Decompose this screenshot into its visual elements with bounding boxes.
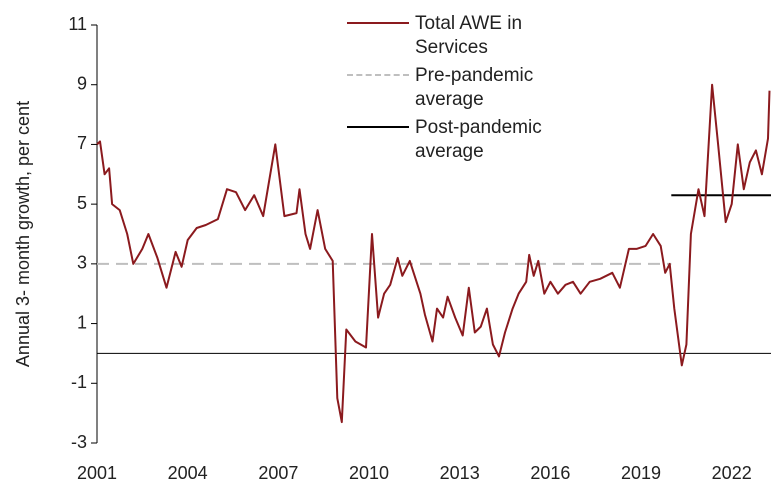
y-axis-label: Annual 3- month growth, per cent xyxy=(13,101,33,367)
y-tick-label: 9 xyxy=(77,73,87,93)
y-tick-label: 7 xyxy=(77,133,87,153)
x-tick-label: 2013 xyxy=(440,463,480,483)
y-tick-label: 3 xyxy=(77,253,87,273)
x-tick-label: 2016 xyxy=(530,463,570,483)
y-tick-label: 1 xyxy=(77,312,87,332)
y-tick-label: -3 xyxy=(71,432,87,452)
x-tick-label: 2001 xyxy=(77,463,117,483)
legend-item: Post-pandemic average xyxy=(345,116,605,164)
legend-swatch xyxy=(345,64,415,86)
legend-label: Total AWE in Services xyxy=(415,13,523,58)
y-tick-label: 11 xyxy=(68,14,87,34)
legend: Total AWE in Services Pre-pandemic averag… xyxy=(345,12,605,168)
series-line xyxy=(96,83,771,424)
legend-item: Pre-pandemic average xyxy=(345,64,605,112)
x-tick-label: 2004 xyxy=(168,463,208,483)
legend-swatch xyxy=(345,116,415,138)
legend-item: Total AWE in Services xyxy=(345,12,605,60)
legend-swatch xyxy=(345,12,415,34)
x-tick-label: 2010 xyxy=(349,463,389,483)
legend-label: Pre-pandemic average xyxy=(415,65,534,110)
y-tick-label: -1 xyxy=(71,372,87,392)
y-tick-label: 5 xyxy=(77,193,87,213)
legend-label: Post-pandemic average xyxy=(415,117,542,162)
x-tick-label: 2007 xyxy=(258,463,298,483)
x-tick-label: 2022 xyxy=(712,463,752,483)
x-tick-label: 2019 xyxy=(621,463,661,483)
